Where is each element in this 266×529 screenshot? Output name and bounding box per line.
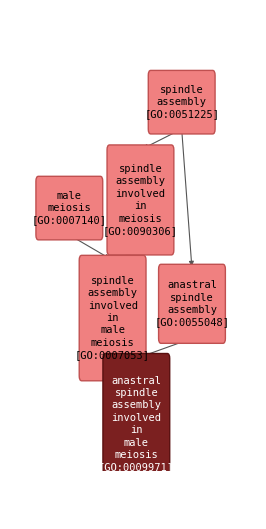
FancyBboxPatch shape — [107, 145, 174, 255]
FancyBboxPatch shape — [103, 353, 170, 495]
FancyBboxPatch shape — [36, 176, 103, 240]
Text: spindle
assembly
[GO:0051225]: spindle assembly [GO:0051225] — [144, 85, 219, 120]
FancyBboxPatch shape — [159, 264, 225, 343]
FancyBboxPatch shape — [79, 256, 146, 381]
Text: male
meiosis
[GO:0007140]: male meiosis [GO:0007140] — [32, 190, 107, 225]
Text: spindle
assembly
involved
in
meiosis
[GO:0090306]: spindle assembly involved in meiosis [GO… — [103, 164, 178, 236]
Text: anastral
spindle
assembly
[GO:0055048]: anastral spindle assembly [GO:0055048] — [155, 280, 230, 327]
Text: spindle
assembly
involved
in
male
meiosis
[GO:0007053]: spindle assembly involved in male meiosi… — [75, 276, 150, 360]
FancyBboxPatch shape — [148, 70, 215, 134]
Text: anastral
spindle
assembly
involved
in
male
meiosis
[GO:0009971]: anastral spindle assembly involved in ma… — [99, 376, 174, 472]
